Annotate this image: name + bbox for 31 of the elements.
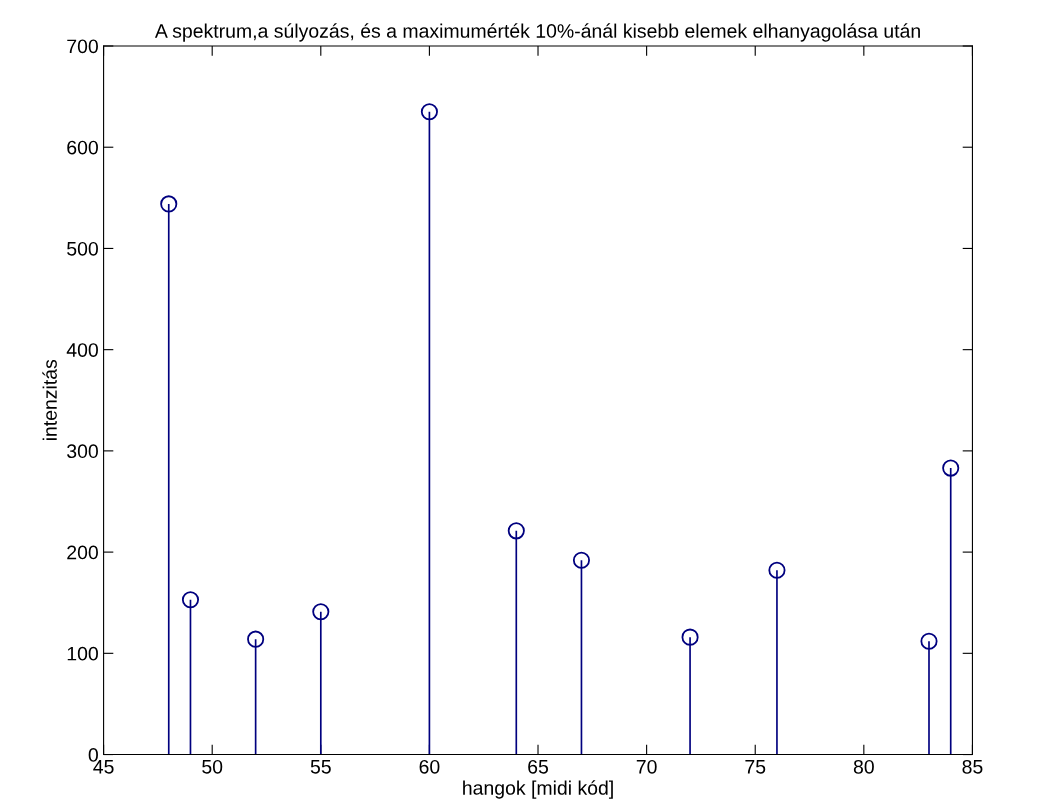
y-tick-label: 600 <box>67 140 98 155</box>
point <box>572 551 590 569</box>
x-tick-label: 70 <box>636 759 657 774</box>
y-tick-label: 0 <box>88 748 98 762</box>
x-tick-label: 85 <box>962 759 983 774</box>
point <box>181 591 200 609</box>
point <box>768 561 786 579</box>
chart-title: A spektrum,a súlyozás, és a maximumérték 10%-ánál kisebb elemek elhanyagolása után <box>154 23 920 42</box>
point <box>942 459 960 477</box>
x-tick-label: 45 <box>93 760 114 774</box>
point <box>507 522 525 540</box>
point <box>312 603 330 621</box>
x-tick-label: 65 <box>528 759 549 774</box>
x-tick-label: 55 <box>310 760 331 774</box>
y-tick-label: 200 <box>67 545 98 560</box>
point <box>920 632 938 650</box>
y-tick-label: 700 <box>67 39 98 54</box>
y-tick-label: 500 <box>67 241 98 256</box>
point <box>681 628 699 646</box>
y-tick-label: 300 <box>67 444 98 459</box>
y-tick-label: 100 <box>67 646 98 661</box>
point <box>420 103 438 121</box>
y-axis-title: intenzitás <box>42 359 57 441</box>
x-tick-label: 75 <box>745 760 766 774</box>
point <box>160 195 178 213</box>
x-tick-label: 80 <box>853 759 874 774</box>
x-axis-title: hangok [midi kód] <box>463 780 613 799</box>
y-tick-label: 400 <box>66 343 98 357</box>
x-tick-label: 60 <box>419 759 440 774</box>
point <box>247 630 265 648</box>
x-tick-label: 50 <box>202 759 223 774</box>
